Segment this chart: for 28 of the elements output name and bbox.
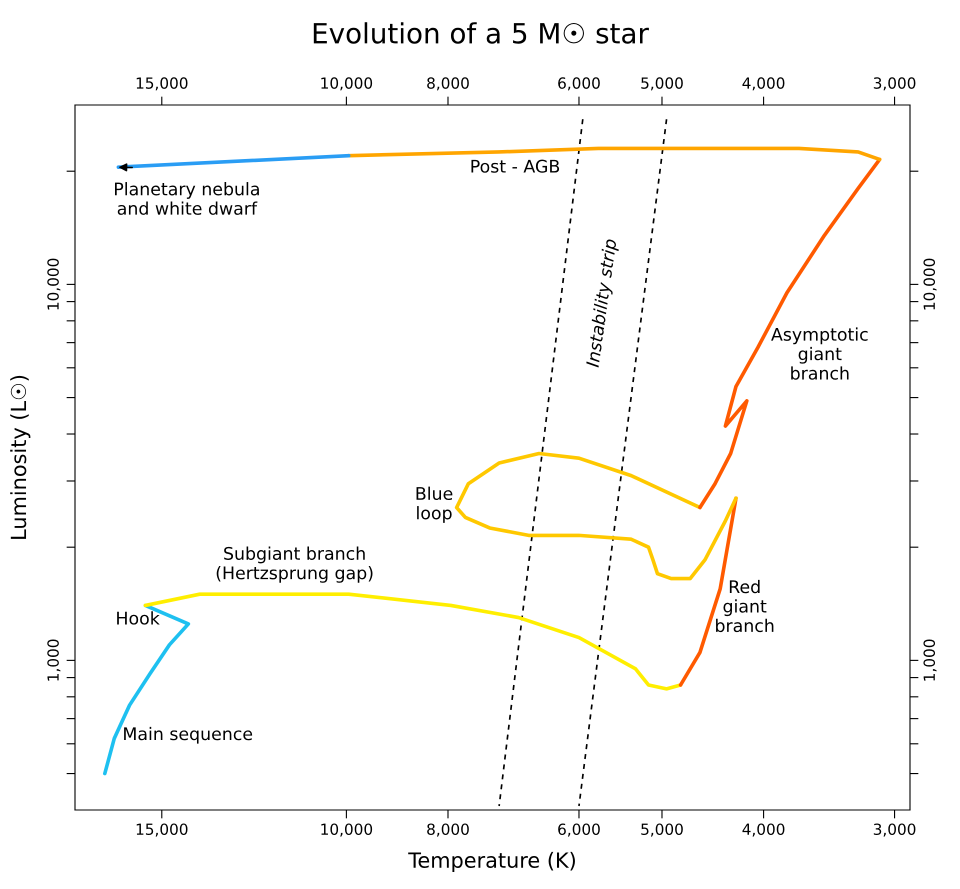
text: 10,000 bbox=[47, 258, 60, 310]
x-tick-label: 8,000 bbox=[427, 823, 469, 837]
y-axis-title: Luminosity (L☉) bbox=[10, 376, 30, 539]
annotation: Subgiant branch (Hertzsprung gap) bbox=[216, 546, 372, 583]
x-axis-title: Temperature (K) bbox=[408, 852, 575, 872]
annotation: Hook bbox=[117, 611, 160, 625]
x-tick-label: 3,000 bbox=[874, 823, 916, 837]
text: 4,000 bbox=[742, 77, 784, 90]
text: 8,000 bbox=[427, 77, 469, 90]
x-tick-label: 15,000 bbox=[136, 823, 188, 837]
annotation: Instability strip bbox=[585, 238, 620, 368]
text: 10,000 bbox=[321, 77, 372, 90]
x-tick-label: 6,000 bbox=[558, 823, 600, 837]
annotation: Planetary nebula and white dwarf bbox=[115, 182, 259, 215]
chart-title: Evolution of a 5 M☉ star bbox=[314, 22, 649, 44]
text: 15,000 bbox=[136, 77, 188, 90]
annotation: Main sequence bbox=[124, 726, 252, 744]
annotation: Blue loop bbox=[416, 486, 452, 523]
text: 3,000 bbox=[874, 77, 916, 90]
x-tick-label: 5,000 bbox=[641, 823, 683, 837]
text: 1,000 bbox=[47, 640, 60, 681]
annotation: Asymptotic giant branch bbox=[771, 327, 868, 380]
x-tick-label: 4,000 bbox=[742, 823, 784, 837]
annotation: Post - AGB bbox=[471, 160, 560, 173]
x-tick-label: 10,000 bbox=[321, 823, 372, 837]
annotation: Red giant branch bbox=[716, 580, 774, 632]
text: 5,000 bbox=[641, 77, 683, 90]
text: 6,000 bbox=[558, 77, 600, 90]
